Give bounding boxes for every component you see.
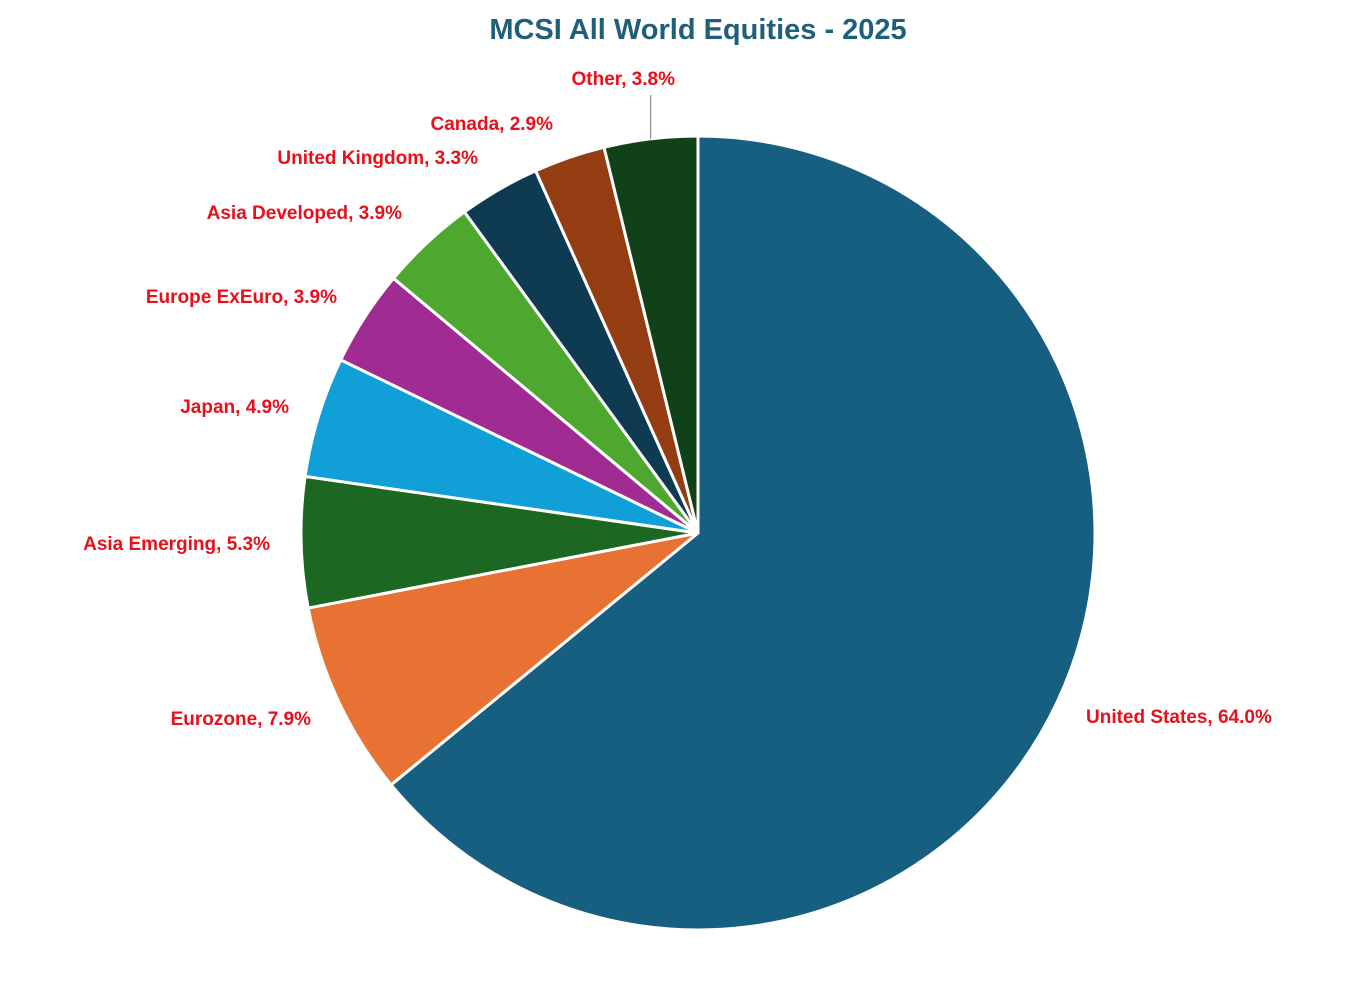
label-united-states: United States, 64.0% xyxy=(1086,707,1272,728)
label-eurozone: Eurozone, 7.9% xyxy=(171,709,312,730)
slice-eurozone xyxy=(306,531,700,787)
label-europe-exeuro: Europe ExEuro, 3.9% xyxy=(146,287,337,308)
label-other: Other, 3.8% xyxy=(572,69,676,90)
label-asia-developed: Asia Developed, 3.9% xyxy=(207,203,402,224)
pie-slices xyxy=(299,134,1097,932)
slice-united-states xyxy=(389,134,1097,932)
label-canada: Canada, 2.9% xyxy=(431,114,554,135)
label-united-kingdom: United Kingdom, 3.3% xyxy=(277,148,478,169)
label-japan: Japan, 4.9% xyxy=(180,397,289,418)
slice-labels: United States, 64.0% Eurozone, 7.9% Asia E… xyxy=(83,69,1272,730)
chart-title: MCSI All World Equities - 2025 xyxy=(489,14,906,46)
label-asia-emerging: Asia Emerging, 5.3% xyxy=(83,534,270,555)
